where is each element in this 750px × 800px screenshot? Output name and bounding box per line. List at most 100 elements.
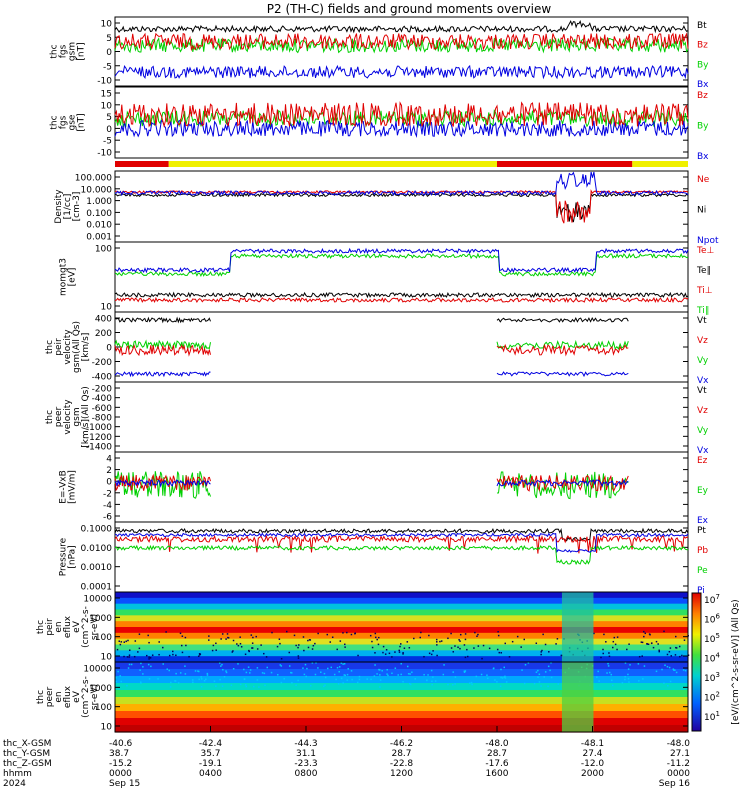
spectrogram-speck	[402, 651, 404, 654]
spectrogram-band	[115, 650, 688, 657]
y-tick-label: -1400	[86, 443, 112, 453]
spectrogram-speck	[192, 681, 194, 684]
x-tick-y: 27.4	[582, 749, 602, 759]
spectrogram-speck	[327, 667, 329, 670]
legend-entry-Pe: Pe	[697, 566, 708, 576]
spectrogram-speck	[206, 672, 209, 675]
spectrogram-speck	[452, 651, 455, 653]
spectrogram-speck	[454, 676, 457, 678]
spectrogram-speck	[608, 652, 610, 654]
legend-entry-Bz: Bz	[697, 41, 708, 51]
spectrogram-speck	[138, 633, 141, 635]
spectrogram-speck	[457, 646, 459, 649]
legend-entry-Ni: Ni	[697, 206, 706, 216]
spectrogram-speck	[128, 654, 131, 656]
legend-entry-Vy: Vy	[697, 426, 709, 436]
panel-efield: 42 0-2 -4 -6 E=-VxB[mV/m] Ez Ey Ex	[59, 451, 709, 526]
spectrogram-speck	[369, 634, 372, 637]
spectrogram-speck	[290, 672, 293, 674]
spectrogram-speck	[280, 681, 283, 684]
spectrogram-speck	[547, 685, 549, 688]
spectrogram-band	[115, 638, 688, 646]
series-Pe	[114, 544, 689, 566]
y-axis-label-line: sr-eV)	[90, 614, 100, 640]
y-axis-label: thcfgsgse[nT]	[50, 113, 87, 131]
spectrogram-speck	[323, 672, 326, 675]
x-tick-hhmm: 2000	[581, 769, 604, 779]
spectrogram-speck	[181, 635, 184, 637]
spectrogram-speck	[225, 671, 228, 674]
spectrogram-speck	[129, 649, 131, 651]
y-axis-label-line: eflux	[63, 615, 73, 638]
legend-entry-Vz: Vz	[697, 406, 708, 416]
x-tick-y: 27.1	[670, 749, 690, 759]
spectrogram-speck	[481, 657, 483, 660]
spectrogram-speck	[185, 644, 187, 647]
spectrogram-speck	[663, 682, 665, 685]
spectrogram-speck	[387, 674, 389, 677]
legend-entry-By: By	[697, 60, 709, 70]
y-axis-label-line: E=-VxB	[59, 470, 69, 504]
y-axis-label: E=-VxB[mV/m]	[59, 470, 78, 504]
spectrogram-speck	[398, 649, 400, 652]
spectrogram-speck	[669, 680, 672, 683]
x-tick-y: 38.7	[109, 749, 129, 759]
spectrogram-speck	[291, 682, 293, 684]
spectrogram-speck	[165, 631, 167, 633]
spectrogram-speck	[598, 680, 600, 682]
spectrogram-speck	[501, 677, 504, 679]
x-row-label: hhmm	[3, 769, 32, 779]
spectrogram-speck	[194, 670, 197, 672]
colorbar-tick-label: 104	[704, 652, 720, 665]
legend-entry-Pi: Pi	[697, 586, 705, 596]
spectrogram-speck	[337, 683, 340, 685]
spectrogram-speck	[411, 671, 413, 674]
region-segment-red	[497, 161, 633, 167]
spectrogram-speck	[409, 683, 412, 686]
spectrogram-speck	[426, 679, 428, 681]
spectrogram-speck	[374, 636, 377, 639]
x-tick-hhmm: 0000	[667, 769, 690, 779]
x-tick-y: 28.7	[487, 749, 507, 759]
spectrogram-speck	[342, 632, 344, 634]
spectrogram-speck	[256, 667, 259, 669]
spectrogram-speck	[486, 677, 489, 680]
spectrogram-speck	[304, 663, 307, 666]
spectrogram-speck	[317, 632, 319, 635]
spectrogram-speck	[500, 668, 502, 671]
spectrogram-speck	[480, 673, 483, 676]
spectrogram-band	[115, 615, 688, 622]
x-tick-hhmm: 1200	[390, 769, 413, 779]
legend-entry-Vy: Vy	[697, 356, 709, 366]
spectrogram-speck	[471, 683, 473, 686]
spectrogram-speck	[137, 651, 139, 653]
spectrogram-speck	[346, 631, 348, 634]
spectrogram-speck	[549, 669, 551, 672]
y-axis-label-line: gse	[68, 114, 78, 130]
y-tick-label: 0	[106, 344, 112, 354]
spectrogram-speck	[408, 647, 411, 649]
y-axis-label-line: [km/s]	[81, 333, 91, 362]
y-tick-label: -6	[103, 513, 112, 523]
spectrogram-speck	[271, 631, 273, 634]
spectrogram-speck	[158, 653, 160, 656]
spectrogram-speck	[127, 667, 130, 669]
spectrogram-speck	[179, 672, 182, 674]
legend-entry-By: By	[697, 122, 709, 132]
spectrogram-speck	[468, 682, 471, 684]
spectrogram-speck	[644, 632, 647, 635]
spectrogram-speck	[610, 673, 613, 676]
spectrogram-speck	[435, 638, 438, 641]
spectrogram-speck	[237, 663, 239, 665]
spectrogram-speck	[205, 678, 207, 681]
spectrogram-speck	[399, 645, 401, 648]
spectrogram-speck	[366, 678, 369, 680]
spectrogram-speck	[543, 676, 545, 678]
y-tick-label: 100	[95, 703, 112, 713]
spectrogram-speck	[413, 637, 415, 640]
spectrogram-speck	[338, 666, 341, 668]
spectrogram-speck	[120, 641, 123, 643]
spectrogram-speck	[206, 674, 209, 676]
y-tick-label: 10	[101, 723, 113, 733]
y-tick-label: 100.000	[75, 174, 112, 184]
